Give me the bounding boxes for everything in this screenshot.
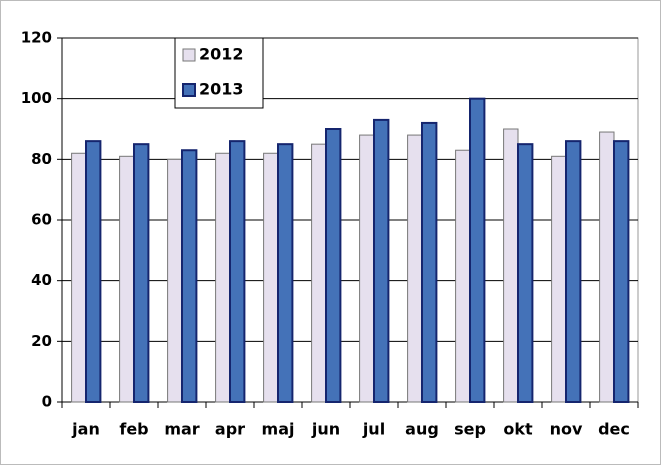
bar <box>215 152 231 403</box>
y-tick-label: 0 <box>42 393 52 411</box>
bar <box>229 140 246 403</box>
bar <box>277 143 294 404</box>
bar <box>469 97 486 404</box>
x-tick-label: jul <box>362 420 385 439</box>
bar <box>311 143 327 403</box>
bar <box>455 149 471 403</box>
x-tick-label: apr <box>215 420 245 439</box>
bar <box>71 152 87 403</box>
legend-label: 2012 <box>199 45 244 64</box>
bar <box>421 121 438 404</box>
bar <box>565 140 582 403</box>
x-tick-label: jun <box>311 420 340 439</box>
x-tick-label: nov <box>550 420 583 439</box>
bar <box>85 140 102 403</box>
bar <box>373 118 390 404</box>
y-tick-label: 120 <box>21 29 52 47</box>
y-tick-label: 20 <box>31 332 52 350</box>
bar <box>599 131 615 403</box>
x-tick-label: okt <box>503 420 533 439</box>
y-tick-label: 100 <box>21 89 52 107</box>
bar <box>613 140 630 403</box>
legend-swatch <box>182 83 196 97</box>
bar <box>517 143 534 404</box>
y-tick-label: 80 <box>31 150 52 168</box>
bar <box>181 149 198 403</box>
bar <box>503 128 519 403</box>
bar <box>359 134 375 403</box>
bar <box>119 155 135 403</box>
legend-swatch <box>182 48 196 62</box>
y-tick-label: 40 <box>31 271 52 289</box>
x-tick-label: mar <box>164 420 199 439</box>
legend-label: 2013 <box>199 80 244 99</box>
bar <box>325 128 342 403</box>
bar <box>407 134 423 403</box>
bar <box>551 155 567 403</box>
x-tick-label: feb <box>119 420 148 439</box>
bar <box>263 152 279 403</box>
x-tick-label: aug <box>405 420 439 439</box>
x-tick-label: dec <box>598 420 630 439</box>
y-tick-label: 60 <box>31 211 52 229</box>
x-tick-label: maj <box>262 420 295 439</box>
x-tick-label: jan <box>71 420 100 439</box>
bar <box>133 143 150 404</box>
bar <box>167 158 183 403</box>
x-tick-label: sep <box>454 420 486 439</box>
